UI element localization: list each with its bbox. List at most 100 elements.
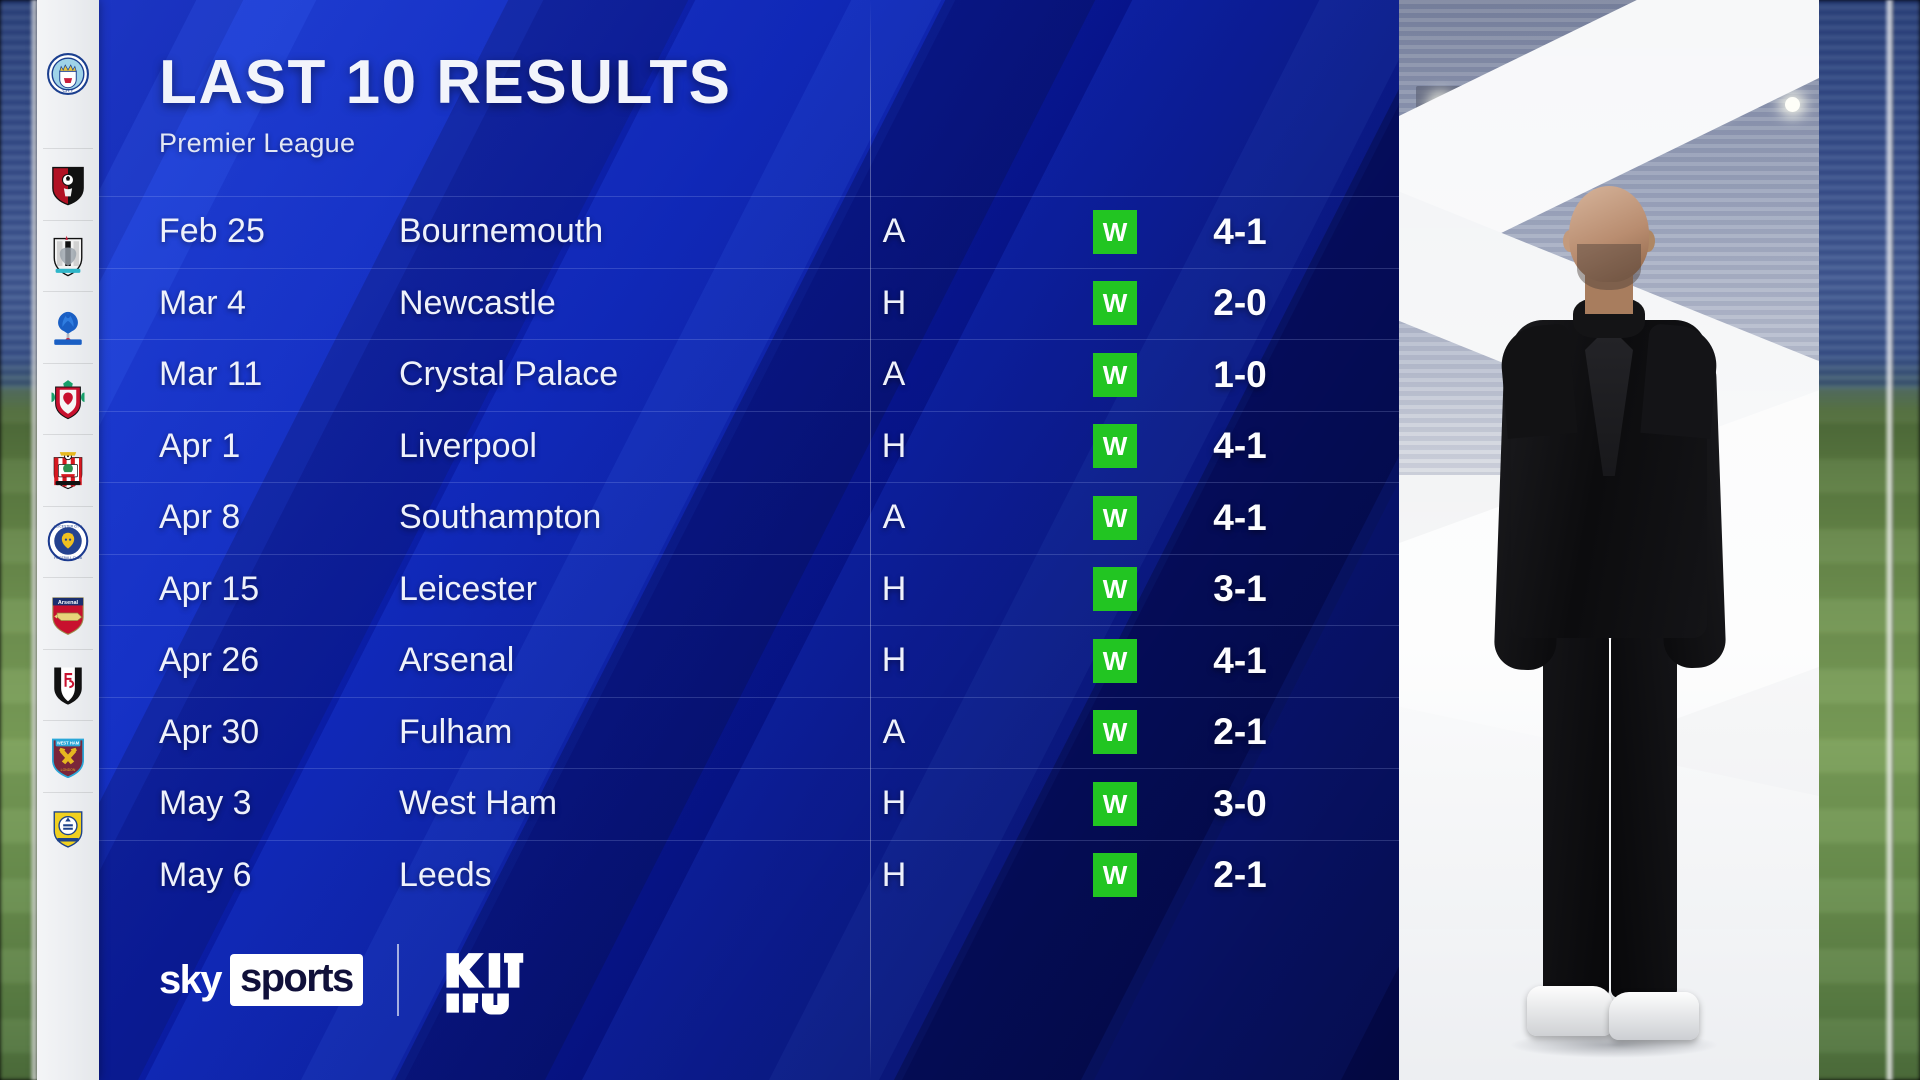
result-score: 2-0 <box>1213 282 1267 324</box>
result-date: Mar 4 <box>159 283 246 322</box>
result-date: Apr 30 <box>159 712 260 751</box>
head <box>1569 186 1649 282</box>
result-date: Apr 26 <box>159 641 260 680</box>
rail-item-southampton[interactable] <box>37 434 99 506</box>
result-venue: H <box>881 641 907 680</box>
panel-header: LAST 10 RESULTS Premier League <box>159 52 732 159</box>
southampton-crest <box>53 451 83 489</box>
svg-text:CITY: CITY <box>63 88 75 94</box>
table-row[interactable]: Apr 8 Southampton A W 4-1 <box>99 482 1399 554</box>
rail-item-liverpool[interactable] <box>37 362 99 435</box>
goal-post-left <box>30 0 39 1080</box>
result-score: 3-0 <box>1213 782 1267 824</box>
logo-divider <box>396 944 399 1016</box>
rail-item-crystal-palace[interactable] <box>37 291 99 363</box>
result-venue: A <box>882 355 906 394</box>
sky-wordmark: sky <box>159 957 223 1002</box>
result-venue: A <box>882 212 906 251</box>
bournemouth-crest <box>52 166 84 206</box>
newcastle-crest <box>53 236 83 277</box>
shoe-left <box>1527 986 1613 1036</box>
rail-item-featured[interactable]: CITY <box>37 0 99 148</box>
table-row[interactable]: Feb 25 Bournemouth A W 4-1 <box>99 196 1399 268</box>
result-date: Apr 8 <box>159 498 241 537</box>
svg-text:FOOTBALL CLUB: FOOTBALL CLUB <box>54 556 83 560</box>
rail-item-bournemouth[interactable] <box>37 148 99 220</box>
status-badge: W <box>1093 710 1137 755</box>
result-score: 2-1 <box>1213 711 1267 753</box>
fulham-crest <box>54 667 82 705</box>
result-score: 4-1 <box>1213 496 1267 538</box>
table-row[interactable]: Apr 15 Leicester H W 3-1 <box>99 553 1399 626</box>
result-date: May 6 <box>159 855 252 894</box>
result-opponent: Crystal Palace <box>399 355 619 394</box>
result-score: 1-0 <box>1213 353 1267 395</box>
manchester-city-crest: CITY <box>47 53 89 95</box>
svg-text:LEICESTER CITY: LEICESTER CITY <box>54 525 82 529</box>
rail-item-west-ham[interactable]: WEST HAM LONDON <box>37 720 99 792</box>
result-opponent: Leeds <box>399 855 492 894</box>
svg-text:LONDON: LONDON <box>61 768 76 772</box>
result-date: Feb 25 <box>159 212 265 251</box>
result-opponent: Newcastle <box>399 283 556 322</box>
crystal-palace-crest <box>54 311 82 345</box>
results-panel: LAST 10 RESULTS Premier League Feb 25 Bou… <box>99 0 1399 1080</box>
table-row[interactable]: Apr 30 Fulham A W 2-1 <box>99 696 1399 769</box>
status-badge: W <box>1093 853 1137 898</box>
result-venue: A <box>882 498 906 537</box>
rail-item-fulham[interactable] <box>37 648 99 721</box>
shoe-right <box>1609 992 1699 1040</box>
page-title: LAST 10 RESULTS <box>159 48 732 117</box>
leeds-crest <box>53 811 83 848</box>
result-score: 3-1 <box>1213 568 1267 610</box>
result-opponent: West Ham <box>399 784 558 823</box>
status-badge: W <box>1093 781 1137 826</box>
status-badge: W <box>1093 424 1137 469</box>
status-badge: W <box>1093 495 1137 540</box>
table-row[interactable]: Apr 26 Arsenal H W 4-1 <box>99 625 1399 697</box>
status-badge: W <box>1093 209 1137 254</box>
table-row[interactable]: Mar 4 Newcastle H W 2-0 <box>99 267 1399 340</box>
rail-item-newcastle[interactable] <box>37 219 99 292</box>
manager-photo-panel: evertonfc.com <box>1399 0 1819 1080</box>
result-opponent: Liverpool <box>399 426 537 465</box>
arsenal-crest: Arsenal <box>52 597 84 635</box>
result-venue: H <box>881 569 907 608</box>
rail-item-leeds[interactable] <box>37 791 99 864</box>
result-venue: A <box>882 712 906 751</box>
result-opponent: Arsenal <box>399 641 515 680</box>
logo-strip: sky sports <box>159 932 529 1028</box>
competition-subtitle: Premier League <box>159 128 356 158</box>
result-venue: H <box>881 283 907 322</box>
result-venue: H <box>881 855 907 894</box>
rail-item-arsenal[interactable]: Arsenal <box>37 577 99 649</box>
result-date: May 3 <box>159 784 252 823</box>
result-date: Mar 11 <box>159 355 263 394</box>
result-opponent: Fulham <box>399 712 513 751</box>
svg-text:WEST HAM: WEST HAM <box>57 740 80 745</box>
panel-sheen <box>99 0 1399 1080</box>
result-score: 2-1 <box>1213 854 1267 896</box>
svg-text:Arsenal: Arsenal <box>58 600 79 606</box>
result-opponent: Bournemouth <box>399 212 604 251</box>
table-row[interactable]: Apr 1 Liverpool H W 4-1 <box>99 410 1399 483</box>
sky-sports-logo: sky sports <box>159 954 363 1006</box>
kick-it-out-logo <box>446 953 523 1015</box>
column-divider <box>870 0 871 1080</box>
result-opponent: Southampton <box>399 498 602 537</box>
result-score: 4-1 <box>1213 210 1267 252</box>
result-score: 4-1 <box>1213 425 1267 467</box>
west-ham-crest: WEST HAM LONDON <box>52 738 84 778</box>
status-badge: W <box>1093 352 1137 397</box>
result-venue: H <box>881 784 907 823</box>
liverpool-crest <box>51 380 85 420</box>
status-badge: W <box>1093 567 1137 612</box>
table-row[interactable]: Mar 11 Crystal Palace A W 1-0 <box>99 339 1399 411</box>
table-row[interactable]: May 3 West Ham H W 3-0 <box>99 768 1399 840</box>
table-row[interactable]: May 6 Leeds H W 2-1 <box>99 839 1399 912</box>
sports-wordmark: sports <box>229 954 363 1006</box>
rail-item-leicester[interactable]: LEICESTER CITY FOOTBALL CLUB <box>37 505 99 578</box>
result-date: Apr 1 <box>159 426 241 465</box>
result-score: 4-1 <box>1213 639 1267 681</box>
